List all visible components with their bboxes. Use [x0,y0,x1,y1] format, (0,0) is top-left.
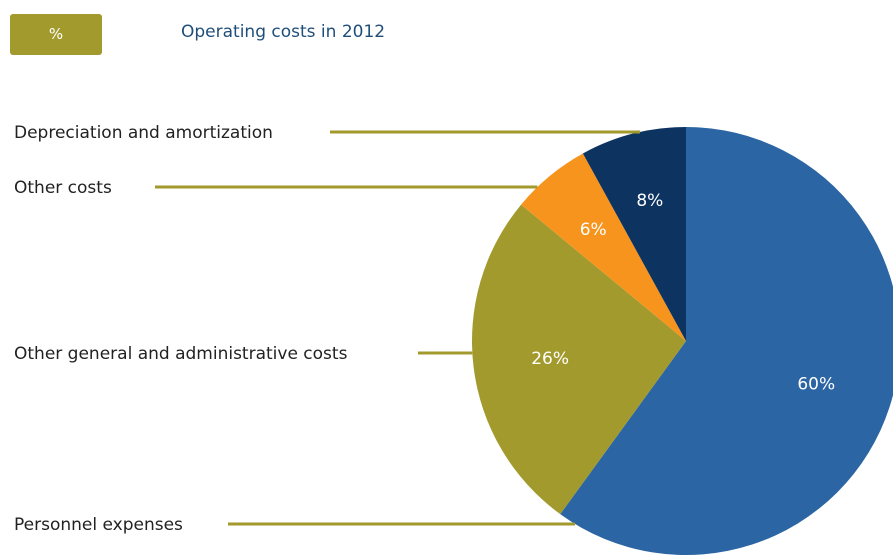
unit-badge: % [10,14,102,55]
value-label-depreciation-and-amortization: 8% [636,191,663,211]
pie-slices [472,127,893,555]
leader-lines [155,130,641,526]
category-labels: Personnel expenses Other general and admi… [14,123,348,535]
value-label-other-general-and-administrative-costs: 26% [531,349,569,369]
value-label-other-costs: 6% [580,220,607,240]
pie-slice-personnel-expenses [560,127,893,555]
pie-slice-other-general-and-administrative-costs [472,204,686,515]
pie-slice-other-costs [521,153,686,341]
pie-slice-depreciation-and-amortization [582,127,686,341]
value-label-personnel-expenses: 60% [797,374,835,394]
category-label-personnel-expenses: Personnel expenses [14,515,183,535]
category-label-other-costs: Other costs [14,178,112,198]
chart-title: Operating costs in 2012 [181,22,386,42]
value-labels: 60% 26% 6% 8% [531,191,835,394]
category-label-depreciation-and-amortization: Depreciation and amortization [14,123,273,143]
category-label-other-general-and-administrative-costs: Other general and administrative costs [14,344,348,364]
